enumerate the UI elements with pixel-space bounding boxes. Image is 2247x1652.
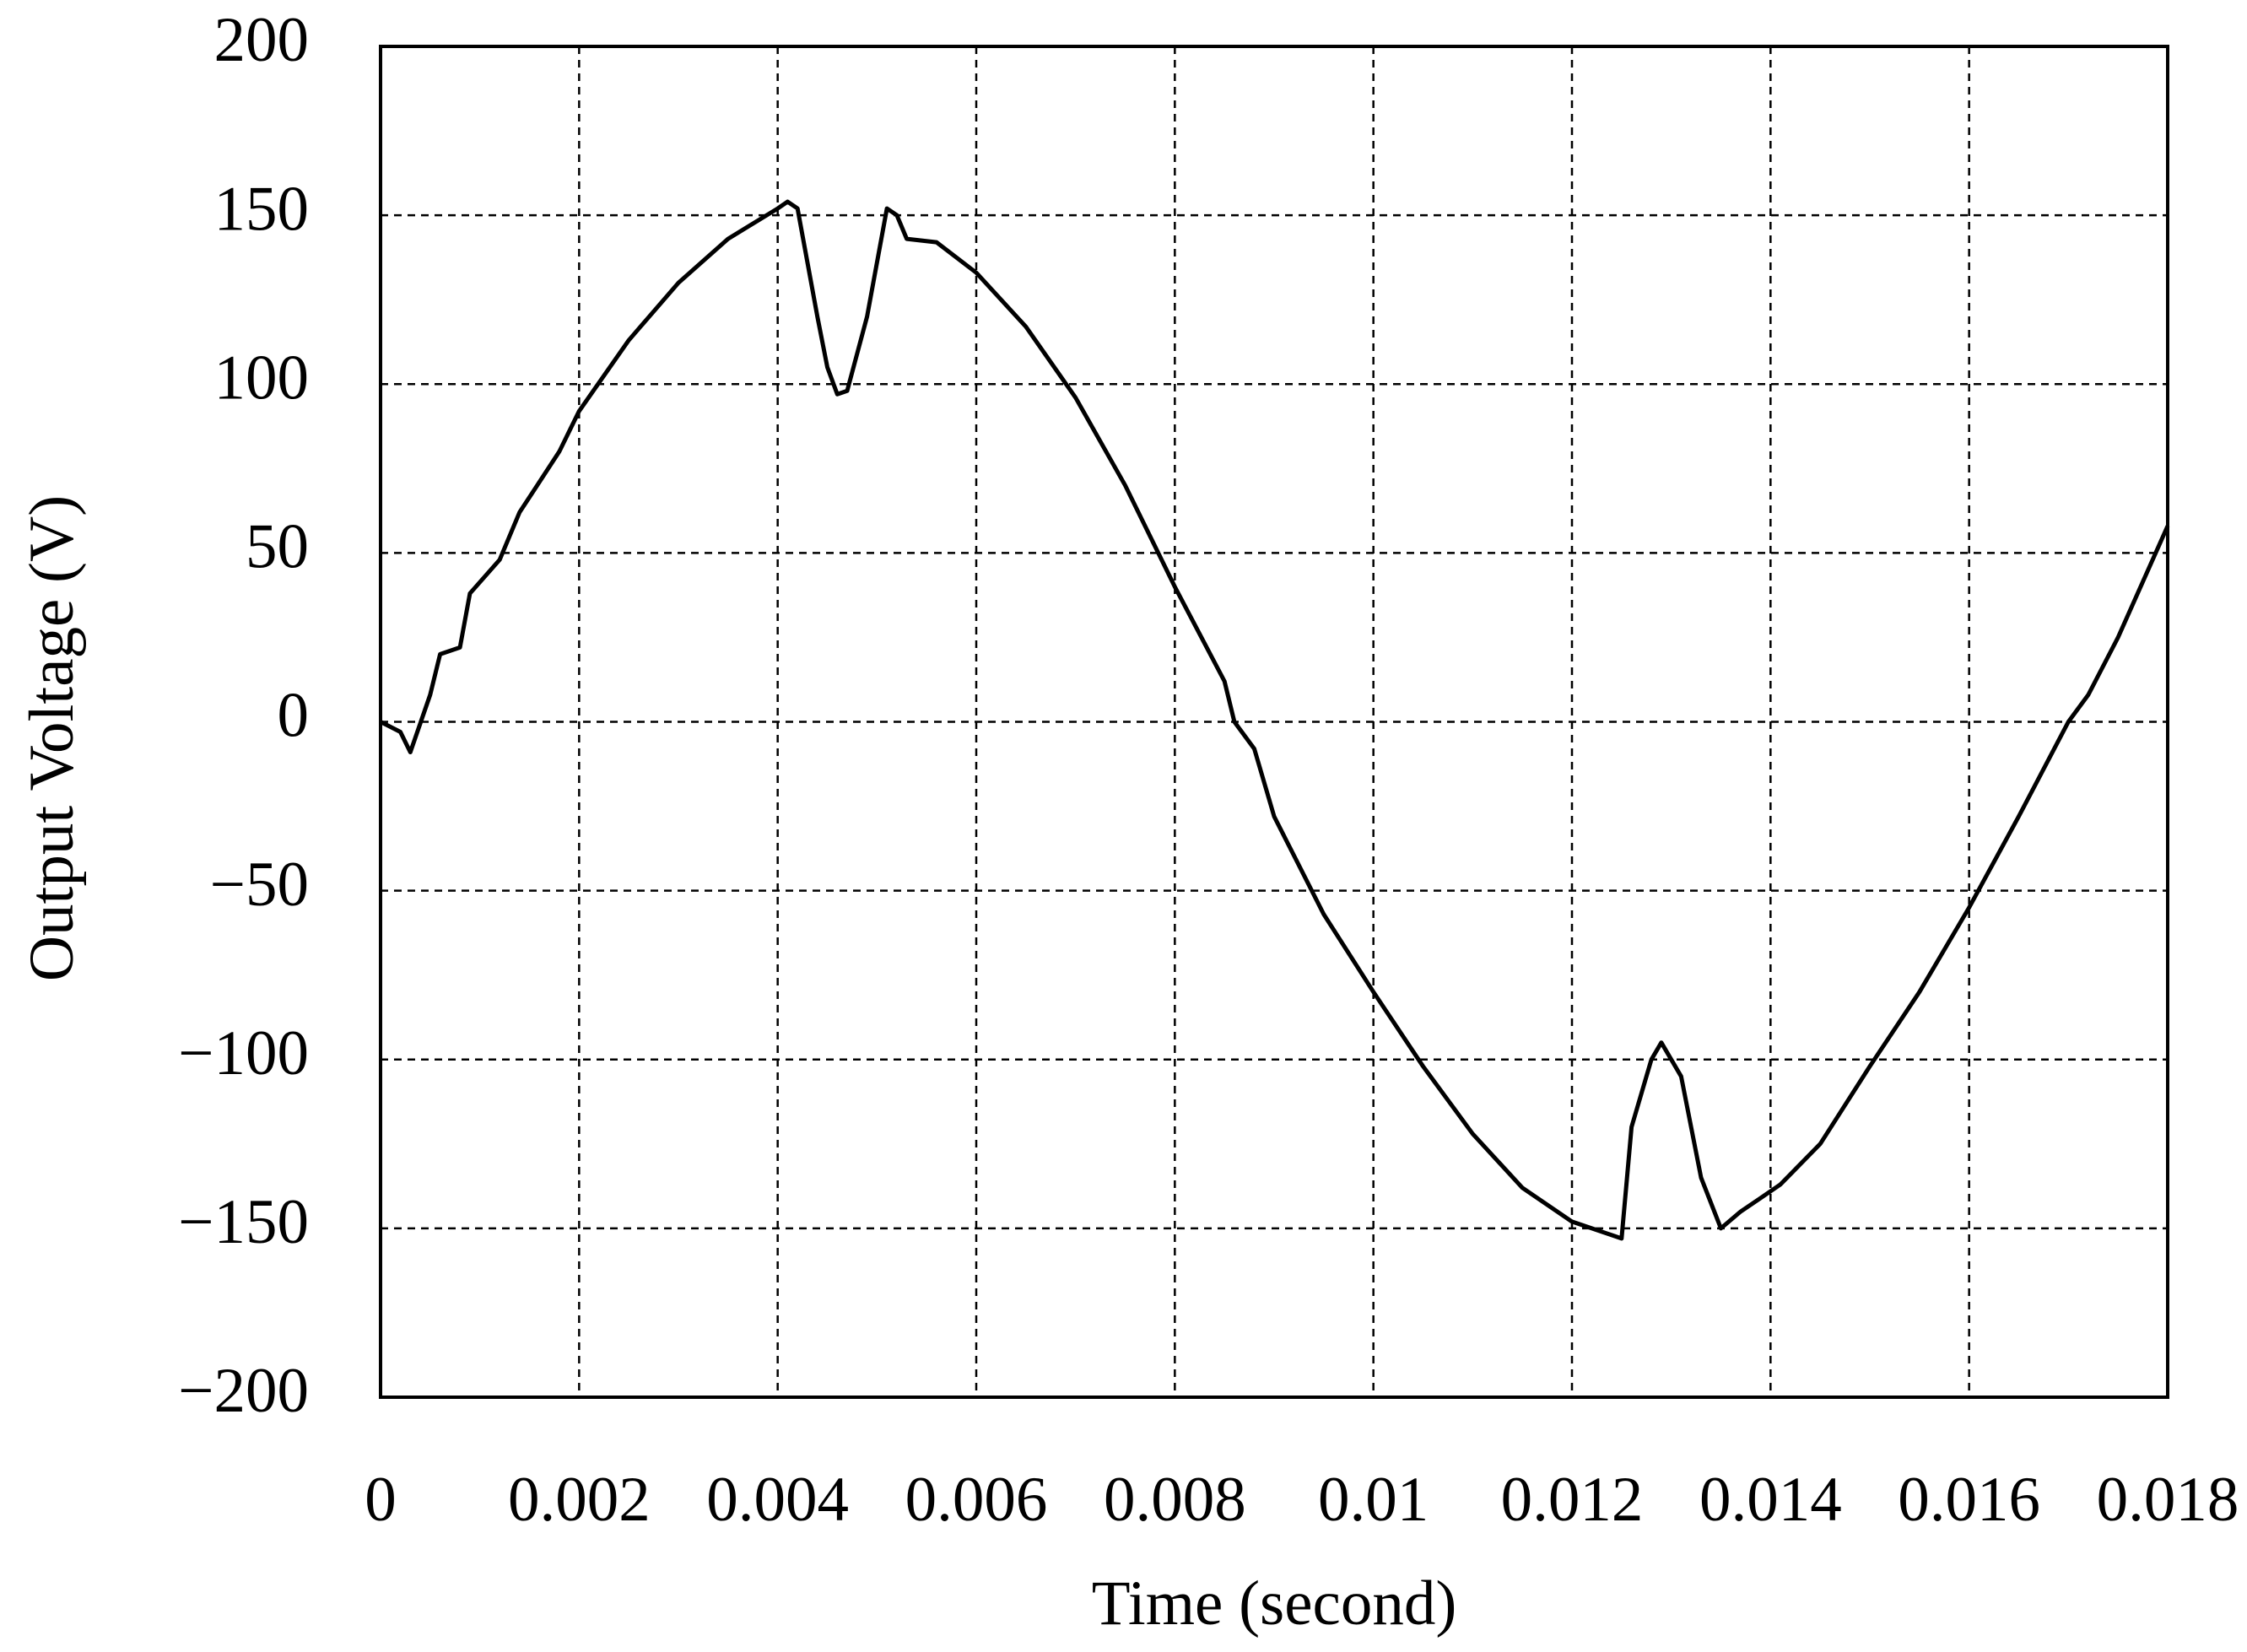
- y-tick-label: 100: [214, 343, 310, 413]
- x-axis-title: Time (second): [1092, 1568, 1457, 1639]
- x-tick-label: 0.012: [1501, 1465, 1644, 1535]
- x-tick-label: 0.002: [508, 1465, 651, 1535]
- y-tick-label: −150: [178, 1187, 309, 1257]
- y-tick-label: 150: [214, 174, 310, 244]
- x-tick-label: 0.006: [905, 1465, 1048, 1535]
- x-tick-label: 0.016: [1898, 1465, 2040, 1535]
- x-tick-label: 0.018: [2097, 1465, 2239, 1535]
- x-tick-label: 0.004: [706, 1465, 849, 1535]
- y-tick-label: 50: [246, 512, 309, 582]
- x-tick-label: 0.008: [1104, 1465, 1246, 1535]
- x-tick-label: 0.01: [1318, 1465, 1429, 1535]
- x-tick-label: 0: [365, 1465, 397, 1535]
- data-line: [379, 199, 2170, 1241]
- y-tick-label: −100: [178, 1018, 309, 1088]
- y-tick-label: 0: [278, 681, 310, 751]
- y-tick-label: −50: [210, 850, 309, 920]
- y-tick-label: −200: [178, 1356, 309, 1426]
- y-axis-title: Output Voltage (V): [17, 495, 87, 981]
- x-tick-label: 0.014: [1699, 1465, 1842, 1535]
- y-tick-label: 200: [214, 5, 310, 75]
